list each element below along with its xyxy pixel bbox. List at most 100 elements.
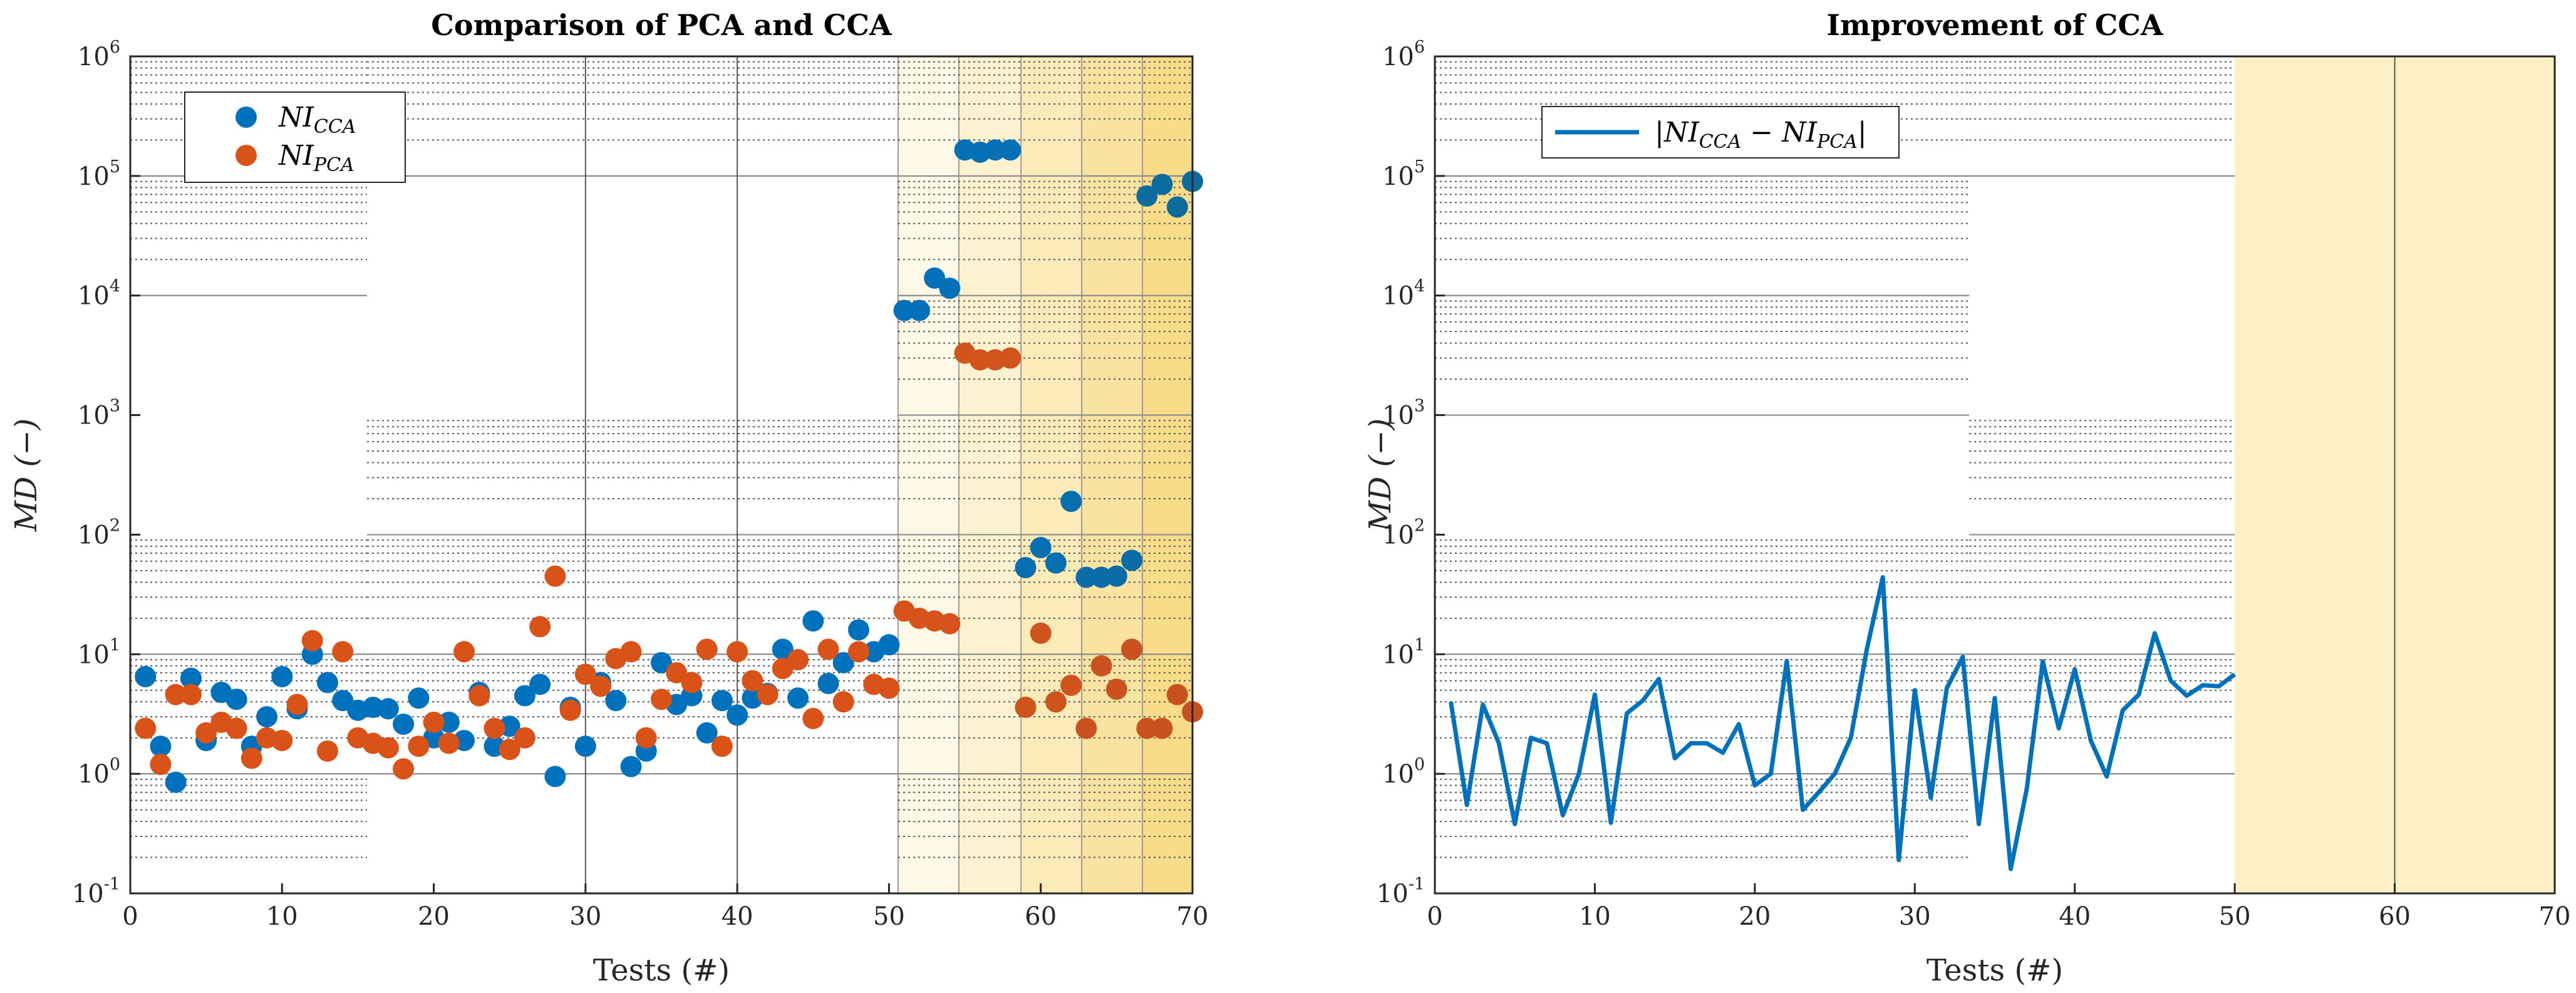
legend-diff-part5: |: [1858, 117, 1867, 148]
pca-point: [620, 641, 642, 663]
pca-point: [544, 565, 566, 587]
pca-point: [651, 689, 672, 710]
pca-point: [969, 349, 991, 371]
right-x-axis-label: Tests (#): [1927, 953, 2063, 988]
y-tick-label: 100: [78, 755, 120, 789]
legend-pca-sub: PCA: [313, 154, 354, 176]
pca-point: [499, 739, 520, 761]
cca-point: [316, 672, 338, 694]
cca-point: [1075, 566, 1097, 588]
pca-point: [1151, 717, 1173, 739]
shaded-band: [958, 56, 1022, 893]
cca-point: [1000, 139, 1022, 161]
legend-pca-label: NIPCA: [278, 140, 354, 176]
cca-point: [908, 299, 930, 321]
cca-point: [832, 652, 854, 673]
left-shaded-bands: [897, 56, 1192, 893]
pca-point: [423, 711, 445, 733]
x-tick-label: 70: [2539, 902, 2571, 931]
x-tick-label: 0: [1427, 902, 1442, 931]
pca-point: [150, 754, 172, 776]
y-tick-label: 103: [1382, 397, 1425, 430]
legend-diff-part2: CCA: [1699, 131, 1742, 153]
pca-point: [590, 675, 612, 697]
pca-point: [802, 707, 824, 729]
cca-point: [529, 673, 551, 695]
x-tick-label: 20: [1739, 902, 1771, 931]
cca-point: [1060, 491, 1082, 512]
cca-point: [225, 689, 247, 710]
right-data-line: [1449, 575, 2237, 871]
cca-point: [1045, 552, 1067, 574]
shaded-band: [897, 56, 959, 893]
cca-point: [787, 687, 809, 709]
legend-cca-sub: CCA: [314, 116, 356, 138]
pca-point: [1000, 347, 1022, 369]
y-tick-label: 103: [78, 397, 120, 430]
x-tick-label: 50: [873, 902, 905, 931]
cca-point: [514, 685, 535, 707]
y-tick-label: 106: [1382, 38, 1425, 71]
right-chart-title: Improvement of CCA: [1826, 8, 2164, 42]
pca-point: [666, 662, 688, 684]
pca-point: [711, 736, 733, 757]
pca-point: [1136, 717, 1158, 739]
left-x-axis-label: Tests (#): [593, 953, 730, 988]
pca-point: [180, 684, 202, 705]
legend-cca-marker: [235, 107, 257, 128]
pca-point: [1030, 622, 1052, 644]
pca-point: [742, 670, 763, 692]
right-y-tick-labels: 10-1 100 101 102 103 104 105 106: [1377, 38, 1445, 908]
x-tick-label: 50: [2219, 902, 2251, 931]
cca-point: [180, 667, 202, 689]
y-tick-label: 10-1: [72, 875, 120, 908]
pca-point: [559, 699, 581, 721]
cca-point: [711, 690, 733, 712]
y-tick-label: 10-1: [1377, 875, 1425, 908]
pca-point: [832, 691, 854, 713]
pca-point: [393, 758, 415, 780]
legend-diff-part4: PCA: [1816, 131, 1858, 153]
y-tick-label: 101: [1382, 635, 1425, 669]
left-legend-box: [184, 91, 406, 183]
pca-point: [696, 638, 718, 660]
right-chart-panel: 0 10 20 30 40 50 60 70 10-110010110210310410510…: [1363, 8, 2570, 988]
pca-point: [529, 616, 551, 638]
pca-point: [727, 641, 748, 663]
cca-point: [544, 766, 566, 788]
cca-point: [727, 704, 748, 726]
y-tick-label: 105: [1382, 157, 1425, 191]
left-axes-box: [129, 55, 1194, 895]
pca-point: [1075, 717, 1097, 739]
cca-point: [1030, 537, 1052, 559]
pca-point: [1121, 638, 1143, 660]
legend-cca-main: NI: [278, 101, 315, 133]
pca-point: [316, 740, 338, 762]
cca-point: [802, 610, 824, 632]
pca-point: [286, 694, 308, 715]
x-tick-label: 60: [2379, 902, 2411, 931]
legend-diff-part1: |NI: [1655, 117, 1700, 148]
pca-point: [574, 663, 596, 685]
pca-point: [514, 727, 535, 749]
cca-point: [847, 619, 869, 641]
x-tick-label: 0: [122, 902, 138, 931]
pca-point: [1060, 674, 1082, 696]
pca-point: [332, 641, 354, 663]
legend-diff-part3: − NI: [1741, 117, 1818, 148]
pca-point: [438, 732, 460, 754]
cca-point: [150, 736, 172, 757]
pca-point: [225, 717, 247, 739]
cca-point: [165, 771, 187, 793]
legend-diff-label: |NICCA − NIPCA|: [1655, 117, 1867, 153]
cca-point: [408, 687, 430, 709]
left-chart-panel: 0 10 20 30 40 50 60 70 10-110010110210310410510…: [9, 8, 1208, 988]
pca-point: [165, 684, 187, 705]
pca-point: [1045, 691, 1067, 713]
y-tick-label: 102: [1382, 516, 1425, 549]
pca-point: [939, 613, 961, 635]
left-data-points: [135, 139, 1203, 793]
x-tick-label: 40: [2059, 902, 2091, 931]
cca-point: [620, 756, 642, 777]
